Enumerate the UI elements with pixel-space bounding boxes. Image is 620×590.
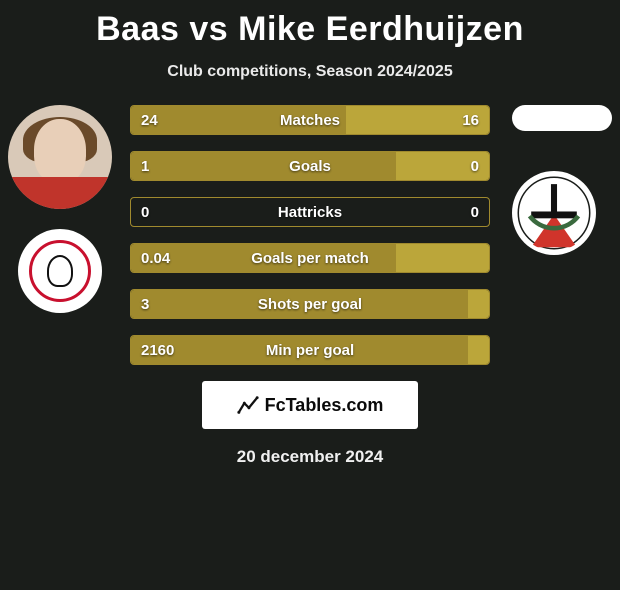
stat-right-fill: [346, 106, 489, 134]
right-player-photo: [512, 105, 612, 131]
ajax-badge-icon: [24, 235, 96, 307]
stat-left-value: 0: [141, 198, 149, 226]
stat-row: 0.04Goals per match: [130, 243, 490, 273]
stat-right-fill: [396, 152, 489, 180]
stat-right-value: 0: [471, 198, 479, 226]
stat-bars: 2416Matches 10Goals 0 0Hattricks 0.04Goals p…: [130, 105, 490, 365]
stat-row: 10Goals: [130, 151, 490, 181]
left-player-column: [8, 105, 112, 313]
page-title: Baas vs Mike Eerdhuijzen: [0, 10, 620, 49]
stat-row: 3Shots per goal: [130, 289, 490, 319]
sparta-badge-icon: [516, 175, 592, 251]
brand-chart-icon: [237, 394, 259, 416]
left-player-photo: [8, 105, 112, 209]
stat-left-fill: [131, 152, 396, 180]
right-player-column: [512, 105, 612, 255]
stat-label: Hattricks: [131, 198, 489, 226]
comparison-wrap: 2416Matches 10Goals 0 0Hattricks 0.04Goals p…: [0, 105, 620, 365]
snapshot-date: 20 december 2024: [0, 447, 620, 467]
stat-left-fill: [131, 336, 468, 364]
left-club-badge: [18, 229, 102, 313]
page-subtitle: Club competitions, Season 2024/2025: [0, 63, 620, 81]
stat-row: 0 0Hattricks: [130, 197, 490, 227]
stat-left-fill: [131, 244, 396, 272]
stat-right-fill: [468, 290, 489, 318]
stat-row: 2160Min per goal: [130, 335, 490, 365]
stat-right-fill: [396, 244, 489, 272]
right-club-badge: [512, 171, 596, 255]
stat-row: 2416Matches: [130, 105, 490, 135]
brand-text: FcTables.com: [265, 395, 384, 416]
face-jersey: [8, 177, 112, 209]
brand-badge[interactable]: FcTables.com: [202, 381, 418, 429]
stat-left-fill: [131, 106, 346, 134]
stat-left-fill: [131, 290, 468, 318]
face-skin: [34, 119, 86, 183]
stat-right-fill: [468, 336, 489, 364]
